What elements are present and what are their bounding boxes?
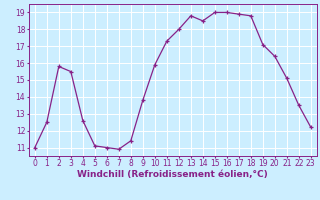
X-axis label: Windchill (Refroidissement éolien,°C): Windchill (Refroidissement éolien,°C)	[77, 170, 268, 179]
